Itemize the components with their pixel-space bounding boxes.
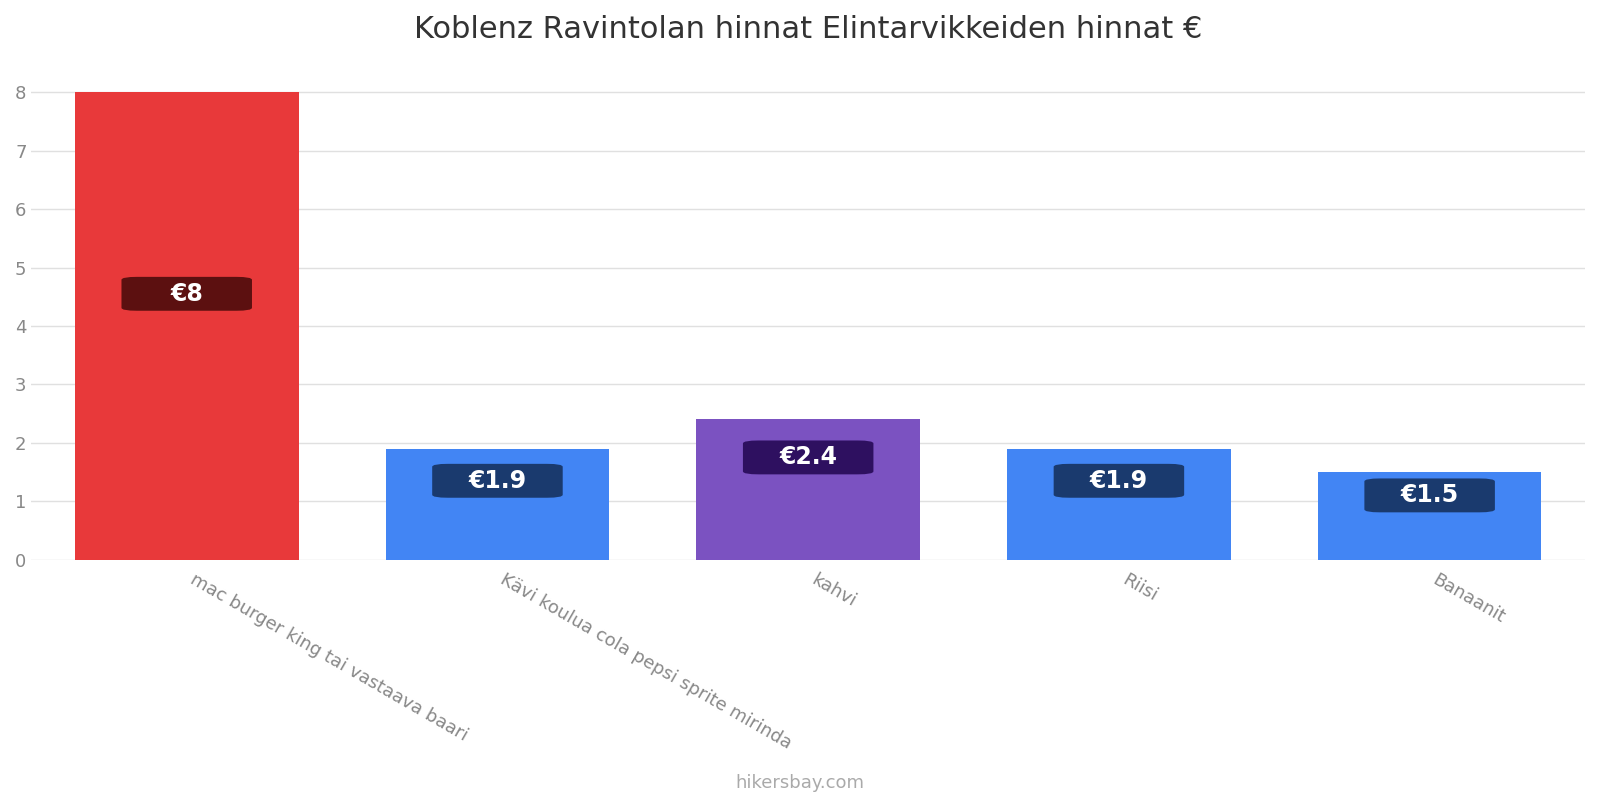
Bar bbox=[386, 449, 610, 560]
Title: Koblenz Ravintolan hinnat Elintarvikkeiden hinnat €: Koblenz Ravintolan hinnat Elintarvikkeid… bbox=[414, 15, 1202, 44]
Text: €2.4: €2.4 bbox=[779, 446, 837, 470]
FancyBboxPatch shape bbox=[1054, 464, 1184, 498]
Bar bbox=[1006, 449, 1230, 560]
Text: hikersbay.com: hikersbay.com bbox=[736, 774, 864, 792]
Text: €8: €8 bbox=[170, 282, 203, 306]
FancyBboxPatch shape bbox=[432, 464, 563, 498]
Bar bbox=[1318, 472, 1541, 560]
FancyBboxPatch shape bbox=[122, 277, 251, 310]
FancyBboxPatch shape bbox=[1365, 478, 1494, 512]
Text: €1.5: €1.5 bbox=[1400, 483, 1459, 507]
Text: €1.9: €1.9 bbox=[469, 469, 526, 493]
Text: €1.9: €1.9 bbox=[1090, 469, 1147, 493]
FancyBboxPatch shape bbox=[742, 441, 874, 474]
Bar bbox=[696, 419, 920, 560]
Bar bbox=[75, 92, 299, 560]
